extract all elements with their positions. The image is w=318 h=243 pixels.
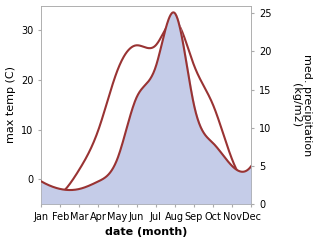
X-axis label: date (month): date (month)	[105, 227, 187, 237]
Y-axis label: med. precipitation
(kg/m2): med. precipitation (kg/m2)	[291, 54, 313, 156]
Y-axis label: max temp (C): max temp (C)	[5, 66, 16, 143]
